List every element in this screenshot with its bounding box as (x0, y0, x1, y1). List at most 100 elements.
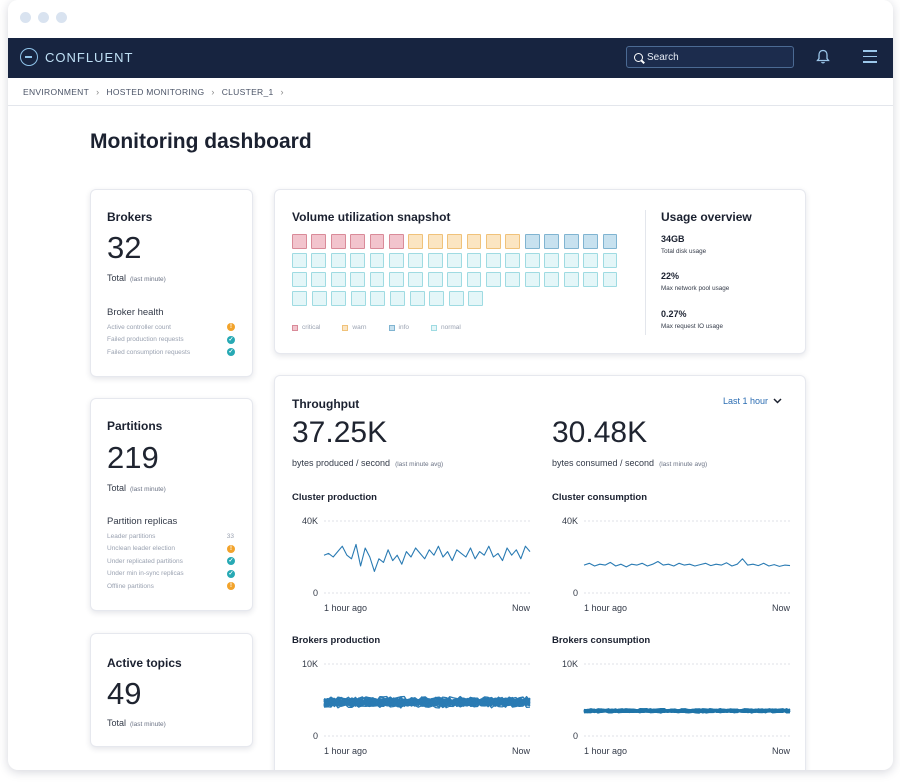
volume-cell-info[interactable] (583, 234, 598, 249)
partitions-card: Partitions 219 Total (last minute) Partit… (90, 398, 253, 611)
y-tick-label: 40K (302, 516, 318, 526)
window-dot-icon[interactable] (56, 12, 67, 23)
x-tick-label: Now (772, 603, 791, 613)
volume-cell-normal[interactable] (427, 253, 443, 268)
volume-cell-normal[interactable] (524, 272, 540, 287)
volume-cell-normal[interactable] (408, 272, 424, 287)
volume-cell-normal[interactable] (583, 253, 598, 268)
volume-cell-normal[interactable] (292, 253, 307, 268)
brand-logo[interactable]: CONFLUENT (20, 48, 133, 66)
volume-cell-normal[interactable] (544, 253, 560, 268)
volume-cell-normal[interactable] (486, 253, 501, 268)
volume-cell-warn[interactable] (408, 234, 424, 249)
brokers-total-label: Total (last minute) (107, 273, 166, 283)
volume-cell-normal[interactable] (448, 291, 464, 306)
volume-cell-critical[interactable] (330, 234, 346, 249)
volume-cell-normal[interactable] (505, 253, 521, 268)
warning-icon: ! (227, 323, 235, 332)
x-tick-label: 1 hour ago (584, 746, 627, 756)
bytes-consumed-value: 30.48K (552, 416, 648, 449)
breadcrumb-hosted-monitoring[interactable]: HOSTED MONITORING (106, 86, 205, 97)
confluent-logo-icon (20, 48, 38, 66)
search-input[interactable] (647, 51, 787, 63)
total-note: (last minute) (130, 276, 166, 283)
volume-cell-normal[interactable] (389, 253, 404, 268)
volume-cell-normal[interactable] (369, 272, 385, 287)
time-range-dropdown[interactable]: Last 1 hour (723, 396, 782, 406)
replica-row-leader: Leader partitions 33 (107, 530, 235, 543)
volume-cell-normal[interactable] (563, 253, 579, 268)
breadcrumb-environment[interactable]: ENVIRONMENT (23, 86, 90, 97)
series-line (323, 696, 531, 704)
active-topics-card: Active topics 49 Total (last minute) (90, 633, 253, 747)
chevron-right-icon: › (280, 86, 284, 97)
volume-cell-normal[interactable] (311, 272, 327, 287)
produced-label: bytes produced / second (292, 458, 391, 468)
volume-cell-normal[interactable] (331, 291, 347, 306)
bell-icon[interactable] (816, 49, 830, 65)
volume-cell-normal[interactable] (602, 253, 618, 268)
volume-cell-info[interactable] (544, 234, 560, 249)
volume-cell-normal[interactable] (370, 291, 386, 306)
volume-cell-normal[interactable] (389, 272, 404, 287)
volume-cell-warn[interactable] (486, 234, 501, 249)
consumed-label: bytes consumed / second (552, 458, 655, 468)
volume-cell-critical[interactable] (369, 234, 385, 249)
volume-cell-normal[interactable] (524, 253, 540, 268)
hamburger-menu-icon[interactable] (863, 50, 877, 67)
volume-cell-normal[interactable] (389, 291, 405, 306)
total-note: (last minute) (130, 721, 166, 728)
volume-cell-normal[interactable] (583, 272, 598, 287)
volume-cell-info[interactable] (602, 234, 618, 249)
volume-cell-critical[interactable] (350, 234, 366, 249)
volume-cell-normal[interactable] (409, 291, 425, 306)
volume-cell-warn[interactable] (466, 234, 482, 249)
volume-cell-normal[interactable] (602, 272, 618, 287)
window-dot-icon[interactable] (20, 12, 31, 23)
volume-cell-normal[interactable] (330, 272, 346, 287)
volume-cell-normal[interactable] (369, 253, 385, 268)
broker-health-list: Active controller count! Failed producti… (107, 321, 235, 359)
search-box[interactable] (626, 46, 794, 68)
breadcrumb-cluster[interactable]: CLUSTER_1 (221, 86, 274, 97)
volume-cell-normal[interactable] (447, 272, 463, 287)
usage-disk: 34GB Total disk usage (661, 234, 706, 255)
volume-cell-critical[interactable] (389, 234, 404, 249)
volume-cell-normal[interactable] (447, 253, 463, 268)
window-dot-icon[interactable] (38, 12, 49, 23)
volume-cell-normal[interactable] (311, 253, 327, 268)
volume-cell-normal[interactable] (468, 291, 484, 306)
volume-cell-normal[interactable] (292, 291, 307, 306)
replica-label: Leader partitions (107, 532, 156, 540)
volume-cell-critical[interactable] (292, 234, 307, 249)
volume-cell-normal[interactable] (311, 291, 327, 306)
volume-cell-normal[interactable] (563, 272, 579, 287)
volume-cell-normal[interactable] (466, 253, 482, 268)
volume-cell-critical[interactable] (311, 234, 327, 249)
health-label: Failed consumption requests (107, 348, 191, 356)
usage-request-io: 0.27% Max request IO usage (661, 309, 723, 330)
y-tick-label: 10K (302, 659, 318, 669)
volume-cell-normal[interactable] (505, 272, 521, 287)
brand-name: CONFLUENT (45, 49, 134, 65)
volume-grid-row (292, 234, 622, 249)
volume-cell-warn[interactable] (447, 234, 463, 249)
volume-cell-normal[interactable] (292, 272, 307, 287)
volume-cell-normal[interactable] (350, 291, 366, 306)
volume-cell-normal[interactable] (427, 272, 443, 287)
volume-cell-normal[interactable] (466, 272, 482, 287)
volume-cell-info[interactable] (524, 234, 540, 249)
volume-cell-normal[interactable] (544, 272, 560, 287)
volume-cell-warn[interactable] (427, 234, 443, 249)
volume-cell-normal[interactable] (350, 253, 366, 268)
volume-cell-normal[interactable] (330, 253, 346, 268)
volume-cell-normal[interactable] (350, 272, 366, 287)
partitions-title: Partitions (107, 419, 163, 433)
partitions-count: 219 (107, 440, 159, 475)
volume-cell-warn[interactable] (505, 234, 521, 249)
volume-cell-info[interactable] (563, 234, 579, 249)
health-label: Failed production requests (107, 336, 184, 344)
volume-cell-normal[interactable] (486, 272, 501, 287)
volume-cell-normal[interactable] (429, 291, 445, 306)
volume-cell-normal[interactable] (408, 253, 424, 268)
